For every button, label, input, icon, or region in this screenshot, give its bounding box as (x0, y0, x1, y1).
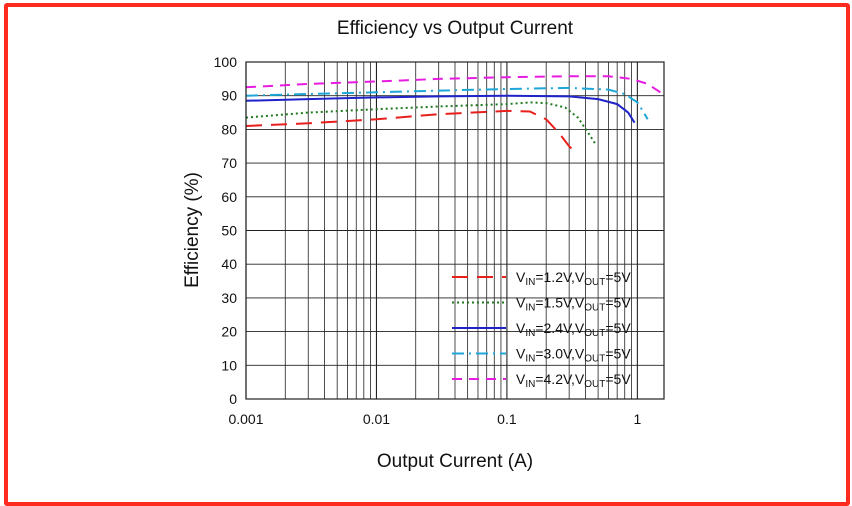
y-tick-label: 20 (221, 324, 237, 340)
y-tick-label: 40 (221, 256, 237, 272)
y-tick-label: 60 (221, 189, 237, 205)
legend-label-4: VIN=3.0V,VOUT=5V (516, 346, 631, 365)
y-tick-label: 30 (221, 290, 237, 306)
legend-label-1: VIN=1.2V,VOUT=5V (516, 269, 631, 288)
y-axis-label: Efficiency (%) (182, 172, 203, 288)
y-tick-label: 80 (221, 121, 237, 137)
y-tick-label: 50 (221, 223, 237, 239)
legend-label-2: VIN=1.5V,VOUT=5V (516, 295, 631, 314)
series-line-4 (245, 86, 649, 120)
plot-area-border (245, 61, 665, 400)
y-tick-label: 10 (221, 357, 237, 373)
chart-frame (4, 3, 850, 506)
y-tick-label: 70 (221, 155, 237, 171)
x-axis-label: Output Current (A) (377, 451, 533, 472)
legend-label-5: VIN=4.2V,VOUT=5V (516, 371, 631, 390)
y-tick-label: 100 (214, 54, 238, 70)
x-tick-label: 0.01 (363, 411, 390, 427)
series-lines (245, 75, 665, 153)
x-tick-label: 1 (633, 411, 641, 427)
x-tick-label: 0.001 (228, 411, 263, 427)
x-tick-label: 0.1 (497, 411, 517, 427)
legend-label-3: VIN=2.4V,VOUT=5V (516, 320, 631, 339)
chart-title: Efficiency vs Output Current (337, 18, 574, 39)
series-line-5 (245, 75, 665, 97)
series-line-3 (245, 94, 636, 124)
y-tick-label: 90 (221, 88, 237, 104)
legend: VIN=1.2V,VOUT=5V VIN=1.5V,VOUT=5V VIN=2.4V… (452, 269, 631, 390)
y-tick-label: 0 (229, 391, 237, 407)
series-line-1 (245, 109, 576, 153)
